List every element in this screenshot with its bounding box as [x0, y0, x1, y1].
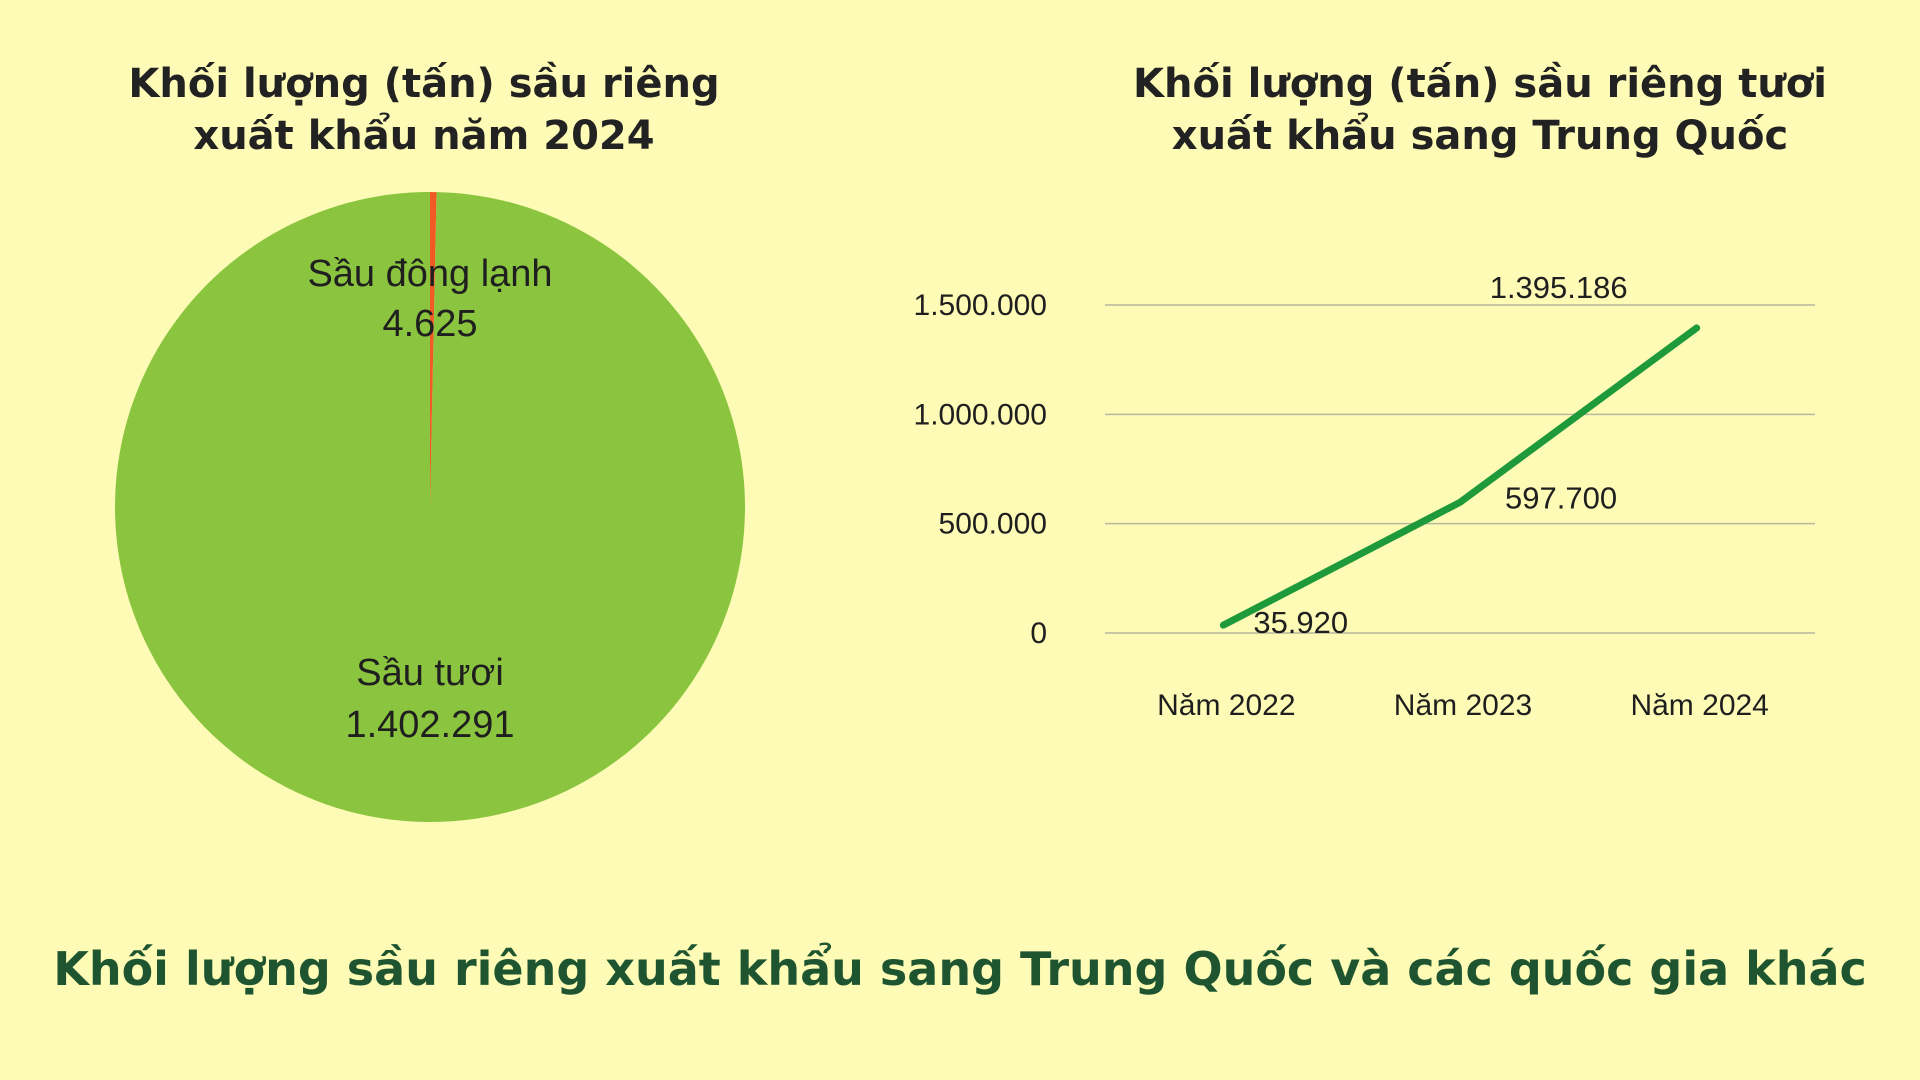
x-tick-label: Năm 2022: [1157, 689, 1295, 722]
x-tick-label: Năm 2024: [1630, 689, 1768, 722]
y-tick-label: 1.000.000: [914, 398, 1047, 431]
pie-slice-frozen: [430, 192, 437, 507]
line-chart-title: Khối lượng (tấn) sầu riêng tươi xuất khẩ…: [1130, 58, 1830, 162]
y-tick-label: 500.000: [939, 508, 1047, 541]
line-title-line-1: Khối lượng (tấn) sầu riêng tươi: [1133, 61, 1827, 107]
pie-slice-name-label: Sầu đông lạnh: [307, 253, 552, 295]
line-series: [1219, 324, 1701, 629]
pie-chart: Sầu đông lạnh 4.625 Sầu tươi 1.402.291: [115, 192, 745, 822]
pie-title-line-2: xuất khẩu năm 2024: [193, 113, 655, 159]
line-data-label: 35.920: [1253, 605, 1348, 640]
y-tick-label: 1.500.000: [914, 289, 1047, 322]
pie-title-line-1: Khối lượng (tấn) sầu riêng: [128, 61, 720, 107]
line-data-label: 597.700: [1505, 480, 1617, 515]
pie-slice-name-label: Sầu tươi: [356, 652, 504, 694]
x-tick-label: Năm 2023: [1394, 689, 1532, 722]
line-title-line-2: xuất khẩu sang Trung Quốc: [1171, 113, 1789, 159]
pie-slice-value-label: 4.625: [382, 303, 477, 345]
pie-chart-title: Khối lượng (tấn) sầu riêng xuất khẩu năm…: [74, 58, 774, 162]
line-data-label: 1.395.186: [1490, 270, 1628, 305]
pie-slice-value-label: 1.402.291: [345, 704, 514, 746]
y-tick-label: 0: [1030, 617, 1047, 650]
footer-title: Khối lượng sầu riêng xuất khẩu sang Trun…: [53, 942, 1867, 996]
line-chart: 0 500.000 1.000.000 1.500.000 Năm 2022 Năm 20…: [914, 270, 1815, 722]
